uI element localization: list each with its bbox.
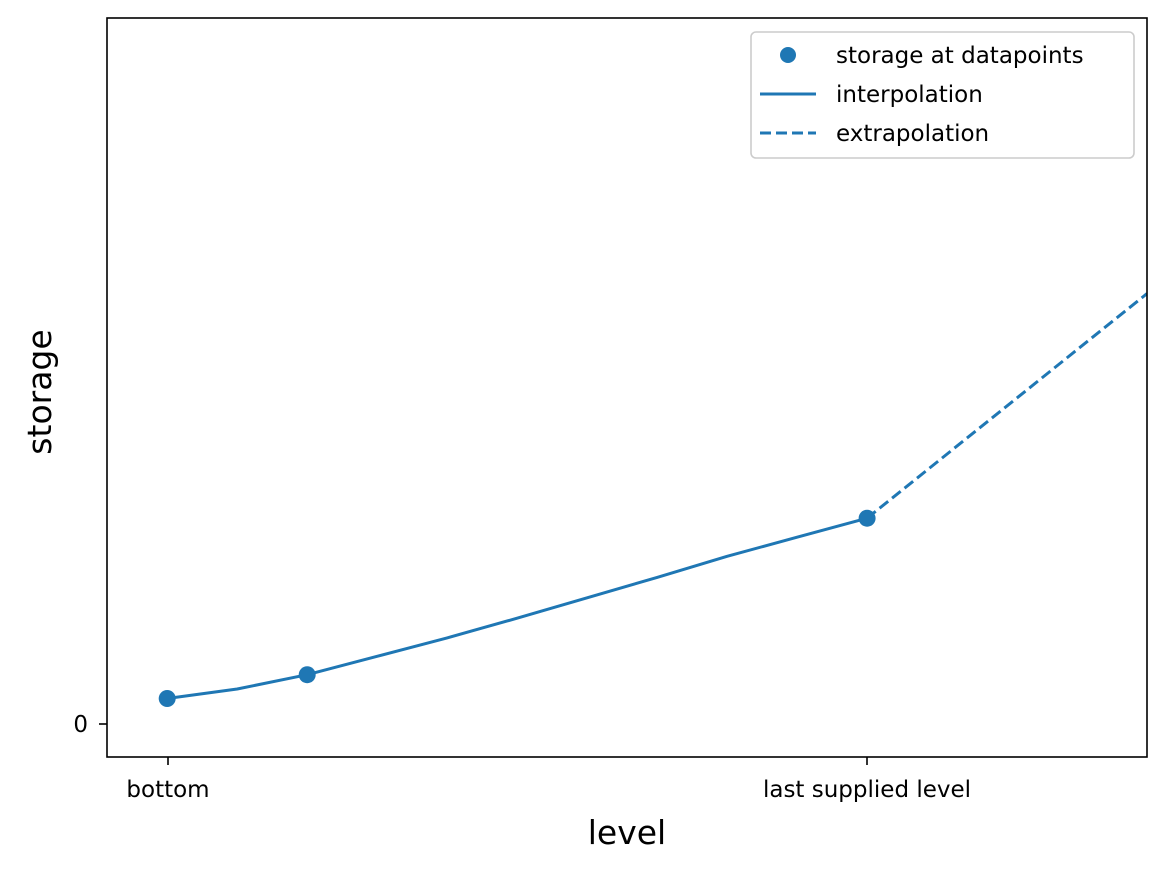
datapoint-marker: [298, 666, 316, 684]
ticks-layer: bottom last supplied level 0: [73, 712, 971, 803]
legend-label-interpolation: interpolation: [836, 82, 983, 108]
x-axis-label: level: [588, 813, 666, 852]
x-tick-label-bottom: bottom: [126, 777, 209, 803]
legend-marker-datapoints: [780, 47, 796, 63]
y-axis-label: storage: [20, 329, 59, 454]
legend-label-extrapolation: extrapolation: [836, 121, 989, 147]
y-tick-label-zero: 0: [73, 712, 88, 738]
legend: storage at datapoints interpolation extr…: [750, 31, 1135, 159]
marks-layer: [158, 292, 1147, 707]
axes-frame: [106, 17, 1148, 758]
x-tick-label-last-supplied-level: last supplied level: [763, 777, 971, 803]
legend-label-datapoints: storage at datapoints: [836, 43, 1084, 69]
extrapolation-line: [866, 292, 1147, 520]
datapoint-marker: [158, 690, 176, 707]
datapoint-marker: [858, 509, 876, 527]
interpolation-line: [166, 516, 868, 700]
legend-frame: [750, 31, 1135, 159]
